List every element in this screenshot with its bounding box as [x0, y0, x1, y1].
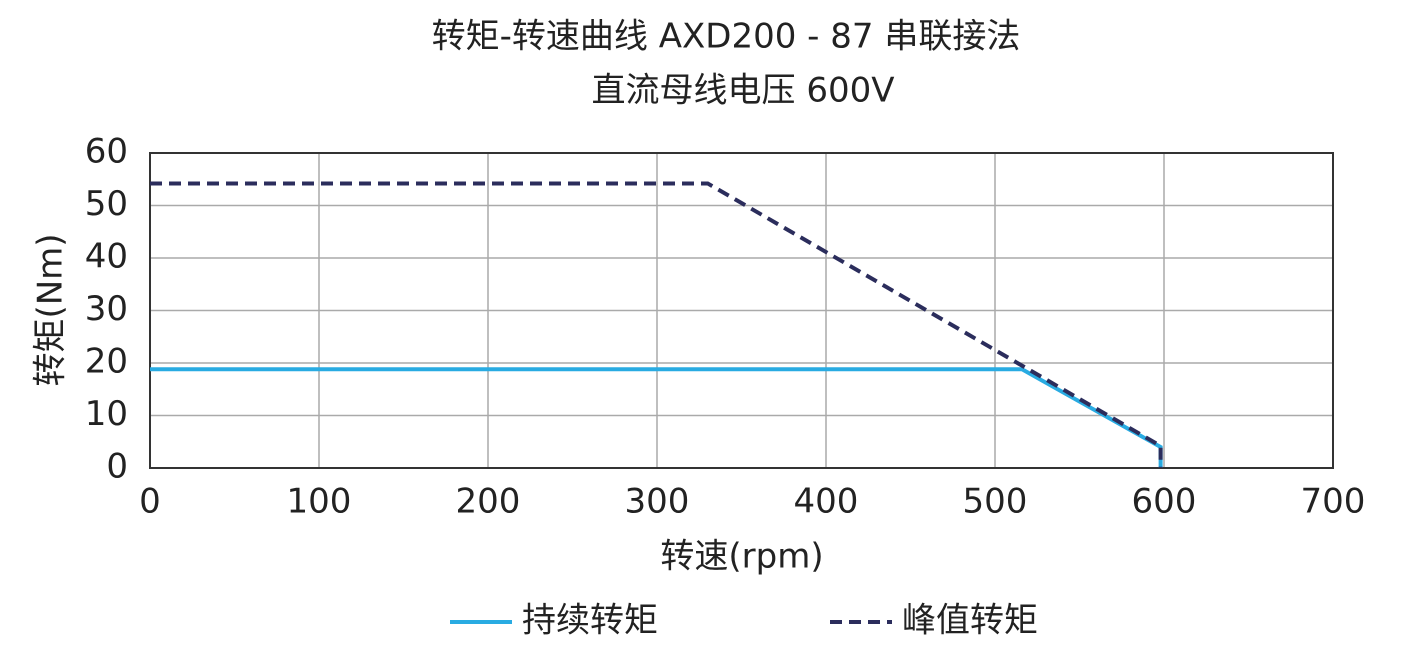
x-tick-label: 200: [456, 482, 521, 522]
y-tick-label: 60: [85, 132, 128, 172]
y-tick-label: 20: [85, 342, 128, 382]
x-tick-label: 0: [139, 482, 161, 522]
y-tick-label: 30: [85, 289, 128, 329]
y-tick-label: 0: [106, 447, 128, 487]
plot-frame: [149, 152, 1334, 469]
x-tick-label: 600: [1132, 482, 1197, 522]
x-tick-label: 100: [287, 482, 352, 522]
x-tick-label: 700: [1301, 482, 1366, 522]
chart-subtitle: 直流母线电压 600V: [592, 71, 895, 111]
series-line: [150, 367, 1163, 468]
x-axis-label: 转速(rpm): [660, 537, 823, 577]
x-tick-label: 500: [963, 482, 1028, 522]
series-line: [150, 181, 1163, 468]
legend-label: 峰值转矩: [902, 601, 1038, 641]
legend-label: 持续转矩: [522, 601, 658, 641]
y-axis-label: 转矩(Nm): [31, 233, 71, 386]
chart-title: 转矩-转速曲线 AXD200 - 87 串联接法: [432, 17, 1021, 57]
x-tick-label: 300: [625, 482, 690, 522]
x-tick-label: 400: [794, 482, 859, 522]
y-tick-label: 40: [85, 237, 128, 277]
y-tick-label: 50: [85, 184, 128, 224]
y-tick-label: 10: [85, 394, 128, 434]
